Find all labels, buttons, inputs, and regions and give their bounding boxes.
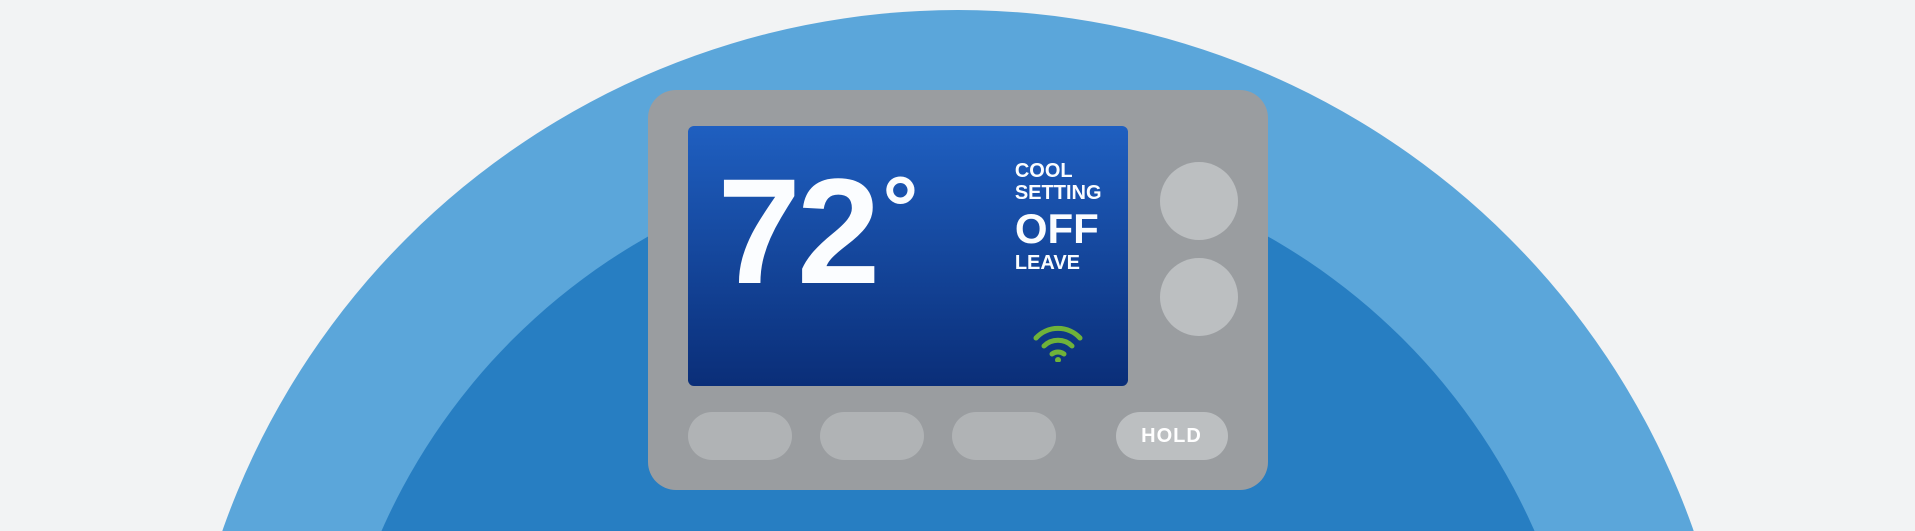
status-cool: COOL xyxy=(1015,160,1102,182)
status-off: OFF xyxy=(1015,208,1102,250)
temp-up-button[interactable] xyxy=(1160,162,1238,240)
bottom-button-2[interactable] xyxy=(820,412,924,460)
thermostat-screen: 72° COOL SETTING OFF LEAVE xyxy=(688,126,1128,386)
hold-label: HOLD xyxy=(1141,425,1202,448)
status-setting: SETTING xyxy=(1015,182,1102,204)
status-block: COOL SETTING OFF LEAVE xyxy=(1015,160,1102,274)
thermostat-device: 72° COOL SETTING OFF LEAVE HOLD xyxy=(648,90,1268,490)
hold-button[interactable]: HOLD xyxy=(1116,412,1228,460)
temp-down-button[interactable] xyxy=(1160,258,1238,336)
status-leave: LEAVE xyxy=(1015,252,1102,274)
bottom-button-3[interactable] xyxy=(952,412,1056,460)
bottom-button-1[interactable] xyxy=(688,412,792,460)
temperature-value: 72 xyxy=(718,147,877,315)
degree-symbol: ° xyxy=(882,164,914,254)
wifi-icon xyxy=(1032,322,1084,362)
bottom-button-row: HOLD xyxy=(688,410,1228,462)
temperature-reading: 72° xyxy=(718,156,915,306)
